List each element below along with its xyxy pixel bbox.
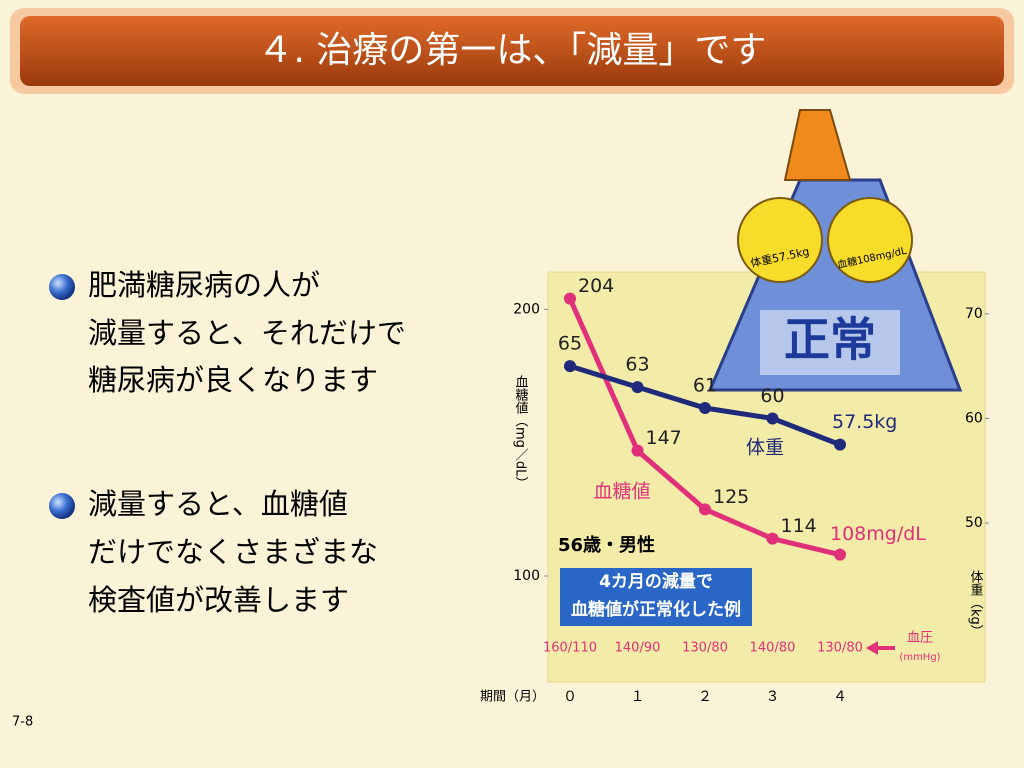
series-name: 血糖値 — [593, 481, 650, 503]
bullet-icon — [49, 274, 75, 300]
annotation: 56歳・男性 — [558, 534, 655, 556]
bullet-line: 糖尿病が良くなります — [88, 363, 378, 397]
label-plate — [760, 310, 900, 375]
value-label: 65 — [558, 333, 582, 355]
character — [827, 197, 913, 283]
y2-tick-label: 70 — [965, 306, 983, 322]
x-tick-label: ０ — [563, 689, 577, 705]
y-tick-label: 200 — [513, 301, 540, 317]
value-label: 125 — [713, 486, 749, 508]
value-label: 147 — [646, 427, 682, 449]
bullet-line: 減量すると、それだけで — [88, 316, 406, 350]
x-axis-label: 期間（月） — [480, 690, 545, 705]
bp-unit: (mmHg) — [899, 652, 940, 663]
slide-title: ４. 治療の第一は、「減量」です — [258, 30, 767, 71]
x-tick-label: １ — [631, 689, 645, 705]
point — [564, 292, 576, 305]
illustration-label: 正常 — [784, 313, 876, 367]
bullet-line: 肥満糖尿病の人が — [88, 268, 320, 302]
page-number: 7-8 — [12, 715, 33, 730]
point — [699, 503, 711, 516]
bullet-line: 検査値が改善します — [88, 583, 349, 617]
point — [766, 532, 779, 545]
series-name: 体重 — [746, 437, 784, 459]
bp-value: 140/80 — [750, 641, 796, 656]
value-label: 114 — [781, 515, 817, 537]
illustration: 正常 体重57.5kg 血糖108mg/dL — [707, 109, 963, 392]
value-label: 63 — [625, 354, 649, 376]
bp-value: 160/110 — [543, 641, 597, 656]
value-label: 204 — [578, 275, 614, 297]
y2-tick-label: 50 — [965, 515, 983, 531]
value-label: 61 — [693, 375, 717, 397]
bullet-line: 減量すると、血糖値 — [88, 487, 348, 521]
point — [834, 548, 846, 561]
y2-axis-label: 体重（kg） — [968, 570, 984, 638]
x-tick-label: ３ — [766, 689, 780, 705]
bp-label: 血圧 — [907, 631, 933, 646]
title-bar — [20, 16, 1004, 86]
bp-value: 130/80 — [817, 641, 863, 656]
y-tick-label: 100 — [513, 568, 540, 584]
bullet-icon — [49, 493, 75, 519]
value-label: 57.5kg — [832, 411, 897, 433]
y2-tick-label: 60 — [965, 410, 983, 426]
y-axis-label: 血糖値（mg／dL） — [513, 375, 529, 489]
annotation-box — [560, 568, 752, 626]
point — [631, 381, 644, 394]
value-label: 108mg/dL — [830, 523, 926, 545]
slide-shape — [783, 109, 852, 181]
bullet-line: だけでなくさまざまな — [88, 535, 378, 569]
annotation: 4カ月の減量で — [599, 571, 713, 592]
point — [564, 360, 576, 373]
x-tick-label: ２ — [698, 689, 712, 705]
annotation: 血糖値が正常化した例 — [571, 599, 741, 620]
bp-value: 140/90 — [615, 641, 661, 656]
point — [834, 438, 846, 451]
value-label: 60 — [760, 385, 784, 407]
point — [699, 402, 711, 414]
character — [737, 197, 823, 283]
arrow-head — [866, 641, 878, 655]
point — [631, 444, 644, 457]
point — [766, 412, 779, 425]
bp-value: 130/80 — [682, 641, 728, 656]
x-tick-label: ４ — [833, 689, 847, 705]
